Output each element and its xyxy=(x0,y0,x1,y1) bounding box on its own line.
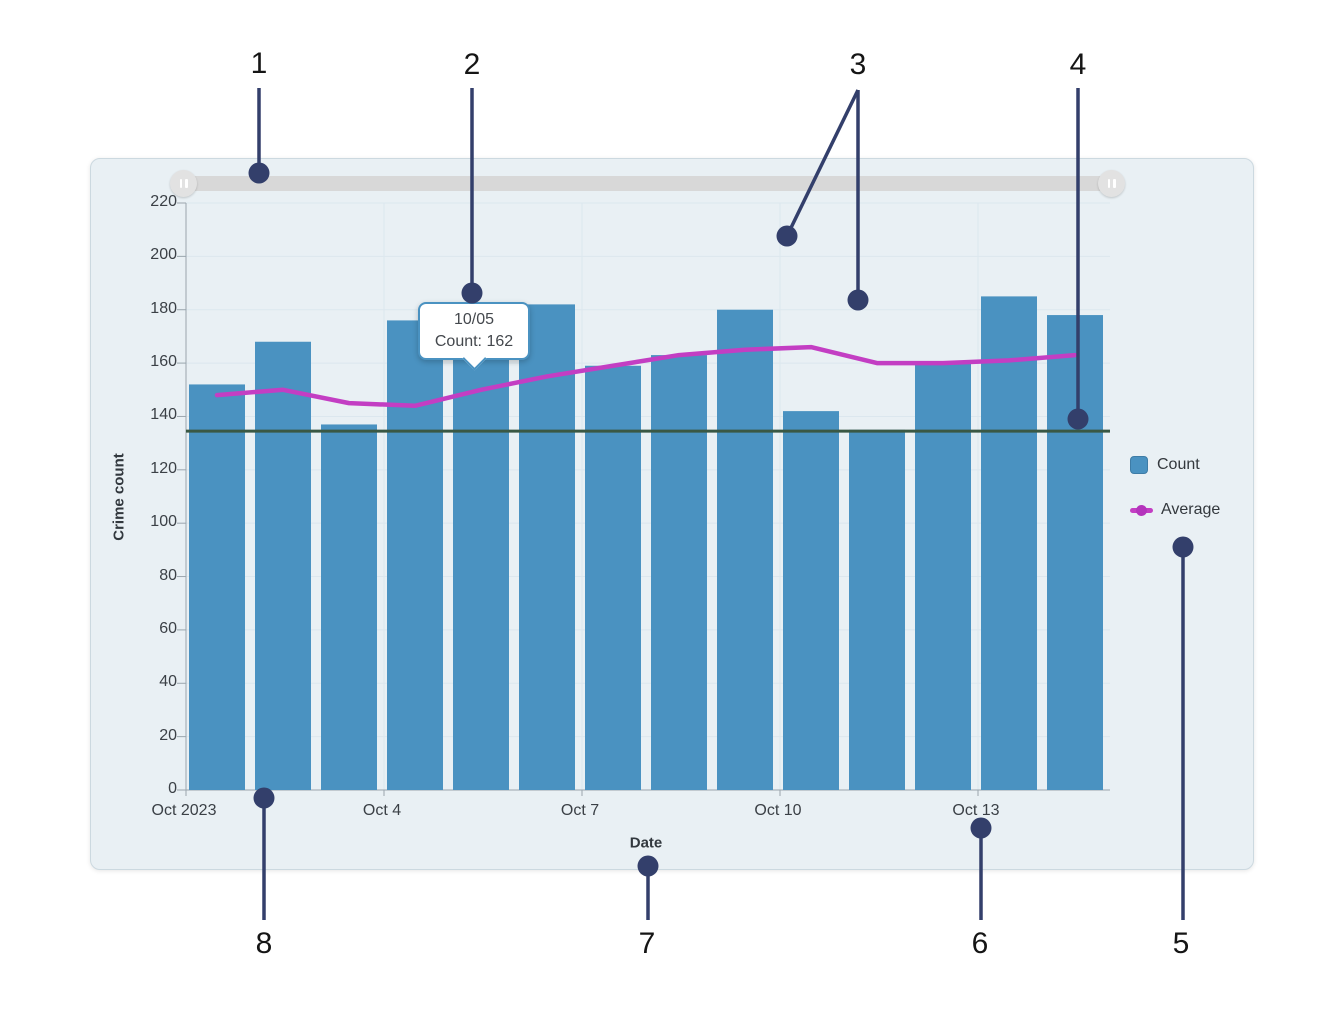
count-bar[interactable] xyxy=(255,341,311,790)
callout-3-number: 3 xyxy=(849,48,867,81)
average-line[interactable] xyxy=(214,344,1078,409)
count-bar[interactable] xyxy=(849,429,905,790)
count-bar[interactable] xyxy=(981,296,1037,790)
callout-1-number: 1 xyxy=(250,47,268,80)
count-bar[interactable] xyxy=(1047,315,1103,790)
x-tick-label: Oct 13 xyxy=(952,802,1000,819)
callout-4-number: 4 xyxy=(1069,48,1087,81)
legend-item-average[interactable]: Average xyxy=(1130,501,1220,519)
time-slider-right-handle[interactable] xyxy=(1098,170,1125,197)
count-series-swatch xyxy=(1130,456,1148,474)
callout-4-dot xyxy=(1067,408,1089,430)
count-bar[interactable] xyxy=(783,411,839,790)
y-tick-label: 60 xyxy=(159,619,177,637)
callout-3-dot xyxy=(847,289,869,311)
tooltip-value: Count: 162 xyxy=(434,332,514,350)
count-bar[interactable] xyxy=(717,309,773,790)
y-tick-label: 200 xyxy=(150,246,177,264)
legend: Count Average xyxy=(1130,456,1220,546)
time-slider-left-handle[interactable] xyxy=(170,170,197,197)
callout-5-dot xyxy=(1172,536,1194,558)
legend-label-average: Average xyxy=(1161,501,1221,518)
pause-icon xyxy=(185,179,188,188)
callout-7-number: 7 xyxy=(638,927,656,960)
callout-5-number: 5 xyxy=(1172,927,1190,960)
callout-7-dot xyxy=(637,855,659,877)
callout-3-dot xyxy=(776,225,798,247)
y-tick-label: 40 xyxy=(159,673,177,691)
count-bar[interactable] xyxy=(651,355,707,790)
callout-6-dot xyxy=(970,817,992,839)
callout-8-dot xyxy=(253,787,275,809)
y-tick-label: 80 xyxy=(159,566,177,584)
callout-2-dot xyxy=(461,282,483,304)
tooltip-date: 10/05 xyxy=(453,311,495,328)
count-bar[interactable] xyxy=(585,365,641,790)
callout-1-dot xyxy=(248,162,270,184)
legend-label-count: Count xyxy=(1157,456,1200,473)
y-tick-label: 160 xyxy=(150,353,177,371)
callout-3-line xyxy=(785,89,860,237)
x-tick-label: Oct 10 xyxy=(754,802,802,819)
count-bar[interactable] xyxy=(387,320,443,790)
y-tick-label: 0 xyxy=(168,780,177,797)
count-bar[interactable] xyxy=(519,304,575,790)
average-series-marker xyxy=(1130,504,1153,516)
callout-2-number: 2 xyxy=(463,48,481,81)
y-tick-label: 220 xyxy=(150,193,177,210)
legend-item-count[interactable]: Count xyxy=(1130,456,1220,474)
count-bar[interactable] xyxy=(915,363,971,790)
callout-8-number: 8 xyxy=(255,927,273,960)
x-tick-label: Oct 7 xyxy=(560,802,600,819)
y-tick-label: 180 xyxy=(150,299,177,317)
y-tick-label: 100 xyxy=(150,513,177,531)
pause-icon xyxy=(179,179,182,188)
y-tick-label: 120 xyxy=(150,459,177,477)
time-slider-track[interactable] xyxy=(176,176,1124,191)
x-tick-label: Oct 4 xyxy=(362,802,402,819)
callout-6-number: 6 xyxy=(971,927,989,960)
x-tick-label: Oct 2023 xyxy=(151,802,217,819)
pause-icon xyxy=(1113,179,1116,188)
count-bar[interactable] xyxy=(189,384,245,790)
x-axis-title: Date xyxy=(629,834,663,852)
y-tick-label: 20 xyxy=(159,726,177,744)
count-bar[interactable] xyxy=(321,424,377,790)
y-tick-label: 140 xyxy=(150,406,177,424)
pause-icon xyxy=(1107,179,1110,188)
